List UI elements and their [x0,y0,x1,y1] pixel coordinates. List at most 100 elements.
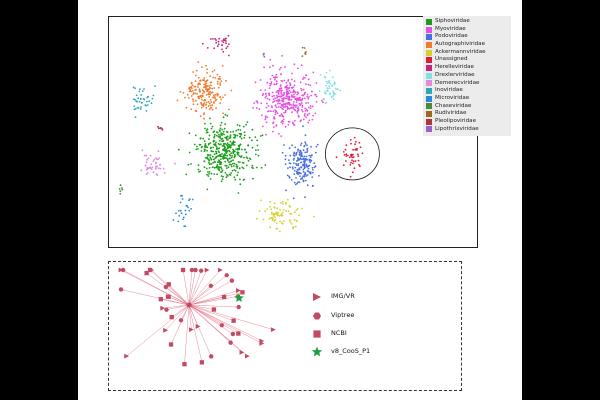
data-point [226,135,229,138]
data-point [302,168,305,171]
data-point [192,98,194,101]
data-point [185,106,188,109]
data-point [280,121,283,123]
legend-swatch [426,118,432,125]
data-point [212,158,215,161]
data-point [209,117,211,120]
data-point [221,155,224,158]
data-point [278,215,281,217]
data-point [302,88,305,91]
network-edge [188,304,234,321]
network-edges [120,269,274,365]
data-point [221,169,224,172]
data-point [335,156,338,159]
data-point [315,82,318,84]
data-point [141,101,143,104]
data-point [289,162,292,165]
data-point [220,132,223,135]
data-point [269,206,271,208]
data-point [222,112,224,115]
data-point [225,137,227,139]
data-point [275,94,278,97]
data-point [309,156,312,159]
network-node [211,307,217,312]
data-point [153,158,156,161]
data-point [192,100,195,102]
data-point [302,160,305,163]
data-point [331,84,333,87]
data-point [284,105,287,108]
data-point [203,77,206,79]
data-point [228,137,231,140]
data-point [271,74,274,77]
data-point [230,152,233,155]
data-point [296,208,299,210]
data-point [244,148,246,151]
data-point [307,121,310,124]
data-point [210,127,213,130]
data-point [188,87,190,90]
data-point [272,101,274,104]
network-node [230,331,236,337]
data-point [345,144,348,147]
data-point [203,140,206,143]
data-point [296,110,299,113]
data-point [303,155,306,158]
data-point [309,107,312,109]
data-point [291,72,293,75]
data-point [136,106,139,109]
data-point [350,142,352,145]
data-point [294,166,297,169]
data-point [312,184,314,187]
data-point [213,47,216,50]
data-point [252,177,254,180]
network-edge [126,304,190,357]
network-node [231,318,236,323]
data-point [180,194,182,197]
data-point [196,103,199,106]
data-point [275,125,278,127]
data-point [343,154,346,156]
data-point [357,155,360,158]
data-point [209,156,212,159]
network-node [236,288,241,293]
data-point [227,34,230,37]
data-point [302,78,304,80]
data-point [280,213,283,216]
data-point [145,173,148,176]
data-point [300,142,303,145]
network-node [189,267,195,273]
network-node [166,294,171,299]
data-point [290,222,293,225]
network-node [168,342,174,347]
data-point [206,68,209,71]
data-point [312,169,314,171]
data-point [297,97,300,99]
data-point [182,218,184,221]
legend-item: Pleolipoviridae [426,118,508,126]
data-point [290,86,293,89]
data-point [300,161,302,164]
data-point [315,95,318,98]
data-point [245,123,248,126]
network-edge [188,304,274,330]
data-point [264,118,267,121]
data-point [267,92,270,95]
data-point [310,145,312,148]
data-point [309,161,312,164]
data-point [276,211,279,214]
data-point [285,210,287,212]
data-point [291,78,293,81]
data-point [325,71,328,74]
data-point [301,108,303,111]
data-point [255,149,257,152]
data-point [287,95,289,98]
data-point [270,81,273,83]
data-point [188,132,191,135]
legend-item: Herelleviridae [426,64,508,72]
data-point [257,154,260,157]
data-point [264,115,267,118]
data-point [211,166,214,169]
data-point [280,113,283,115]
data-point [154,85,156,87]
